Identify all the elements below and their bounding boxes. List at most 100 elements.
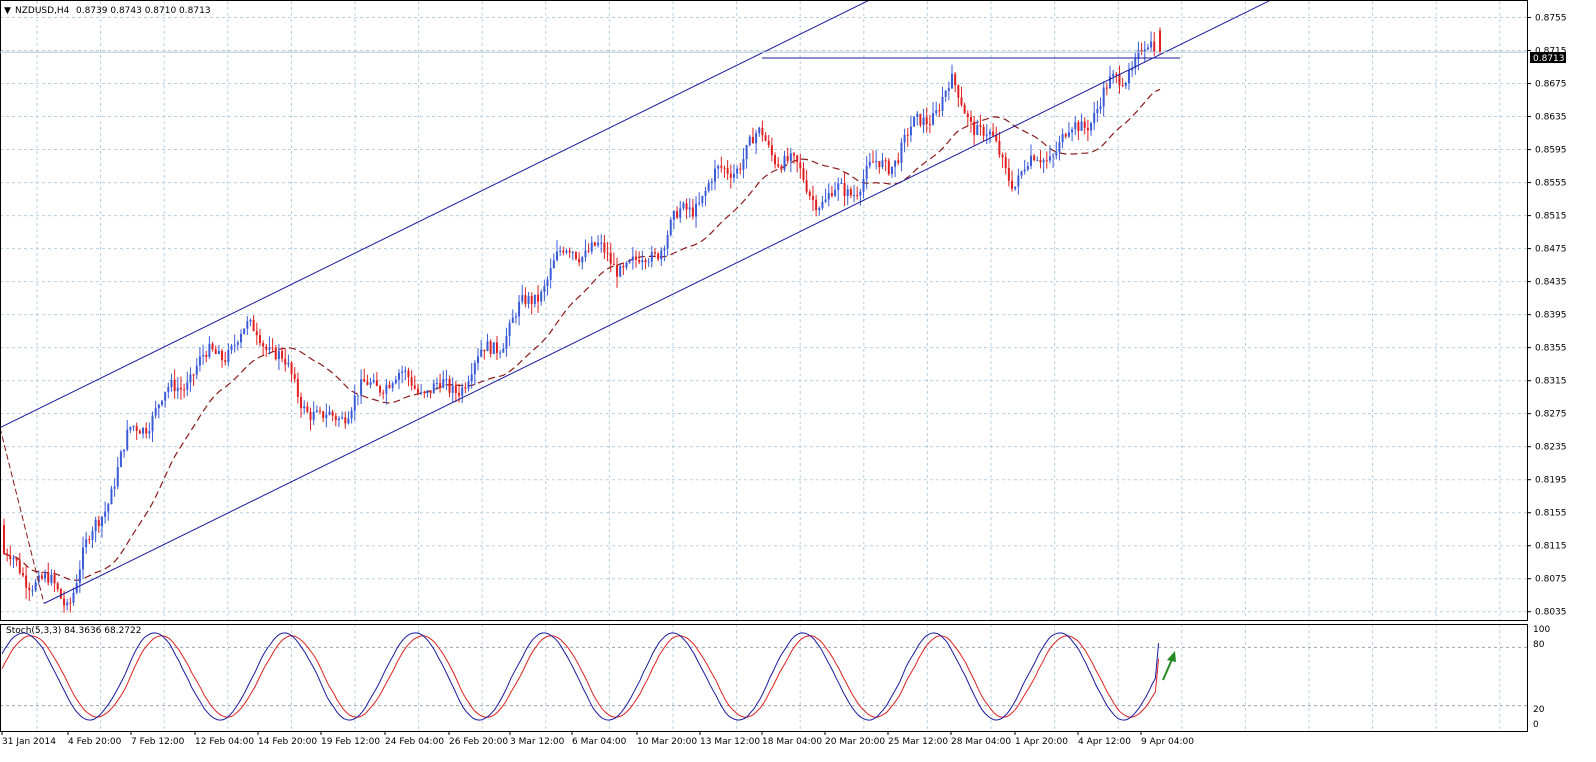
- candle-body: [363, 379, 366, 382]
- x-tick-label: 4 Apr 12:00: [1078, 737, 1131, 747]
- channel-lower-line: [43, 0, 1273, 604]
- bear-candle: [439, 373, 442, 393]
- bull-candle: [628, 258, 631, 264]
- candles: [3, 27, 1161, 613]
- bull-candle: [31, 585, 34, 597]
- candle-body: [3, 525, 5, 554]
- bull-candle: [1017, 168, 1020, 195]
- bear-candle: [344, 411, 347, 429]
- bull-candle: [328, 405, 331, 416]
- axes: 0.8755 0.8715 0.8675 0.8635 0.8595 0.8555 0.85…: [0, 0, 1567, 747]
- bear-candle: [145, 422, 148, 439]
- candle-body: [951, 73, 953, 89]
- candle-body: [695, 203, 698, 217]
- bull-candle: [748, 134, 751, 147]
- bear-candle: [780, 163, 783, 173]
- bull-candle: [518, 295, 521, 326]
- candle-body: [578, 258, 581, 263]
- x-tick-label: 26 Feb 20:00: [449, 737, 508, 747]
- bear-candle: [960, 86, 963, 107]
- candle-body: [350, 410, 353, 419]
- candle-body: [53, 574, 56, 584]
- bear-candle: [691, 198, 694, 220]
- bear-candle: [609, 242, 612, 273]
- bull-candle: [701, 195, 704, 207]
- candle-body: [982, 126, 985, 136]
- bear-candle: [1045, 151, 1048, 169]
- bear-candle: [982, 123, 985, 142]
- bear-candle: [293, 367, 296, 383]
- bull-candle: [243, 328, 246, 335]
- candle-body: [224, 360, 227, 362]
- candle-body: [720, 165, 723, 168]
- candle-body: [18, 560, 21, 573]
- candle-body: [843, 183, 846, 197]
- candle-body: [913, 116, 916, 127]
- candle-body: [375, 380, 378, 387]
- bull-candle: [932, 102, 935, 126]
- candle-body: [884, 160, 887, 162]
- bull-candle: [559, 245, 562, 256]
- candle-body: [337, 418, 340, 421]
- candle-body: [445, 378, 448, 380]
- bull-candle: [540, 289, 543, 306]
- candle-body: [537, 294, 540, 302]
- candle-body: [530, 295, 533, 304]
- candle-body: [97, 519, 100, 527]
- bull-candle: [1134, 52, 1137, 75]
- candle-body: [903, 134, 906, 143]
- candle-body: [947, 88, 950, 91]
- candle-body: [451, 385, 454, 393]
- candle-body: [410, 377, 413, 386]
- candle-body: [574, 251, 577, 259]
- bull-candle: [875, 150, 878, 170]
- candle-body: [593, 242, 596, 246]
- candle-body: [682, 203, 685, 209]
- x-tick-label: 28 Mar 04:00: [951, 737, 1011, 747]
- bull-candle: [12, 554, 15, 569]
- candle-body: [625, 262, 628, 268]
- bull-candle: [789, 147, 792, 173]
- bull-candle: [161, 400, 163, 407]
- candle-body: [1096, 109, 1099, 114]
- candle-body: [887, 160, 890, 175]
- bull-candle: [1090, 121, 1093, 136]
- x-tick-label: 4 Feb 20:00: [68, 737, 122, 747]
- candle-body: [1007, 168, 1010, 181]
- candle-body: [742, 159, 745, 170]
- bear-candle: [331, 409, 334, 422]
- bear-candle: [334, 412, 337, 427]
- candle-body: [963, 104, 966, 114]
- bull-candle: [543, 279, 546, 302]
- candle-body: [161, 400, 163, 405]
- bull-candle: [426, 389, 429, 398]
- bull-candle: [881, 152, 884, 170]
- candle-body: [360, 379, 363, 396]
- candle-body: [837, 183, 840, 190]
- bull-candle: [236, 340, 239, 351]
- candle-body: [1109, 76, 1111, 89]
- bull-candle: [287, 354, 290, 368]
- bull-candle: [514, 312, 517, 324]
- candle-body: [192, 374, 195, 376]
- candle-body: [423, 391, 426, 393]
- bull-candle: [34, 579, 37, 593]
- candle-body: [969, 116, 972, 122]
- candle-body: [894, 160, 897, 167]
- candle-body: [1127, 70, 1130, 84]
- chart-collapse-icon[interactable]: ▼: [4, 6, 11, 16]
- candle-body: [1026, 165, 1029, 170]
- candle-body: [227, 350, 230, 362]
- bull-candle: [404, 366, 407, 381]
- bull-candle: [688, 198, 691, 218]
- candle-body: [1061, 133, 1064, 143]
- bear-candle: [53, 570, 56, 593]
- candle-body: [1020, 171, 1023, 176]
- bull-candle: [1096, 100, 1099, 123]
- candle-body: [679, 208, 682, 218]
- candle-body: [565, 250, 568, 253]
- candle-body: [830, 193, 833, 196]
- candle-body: [306, 406, 309, 412]
